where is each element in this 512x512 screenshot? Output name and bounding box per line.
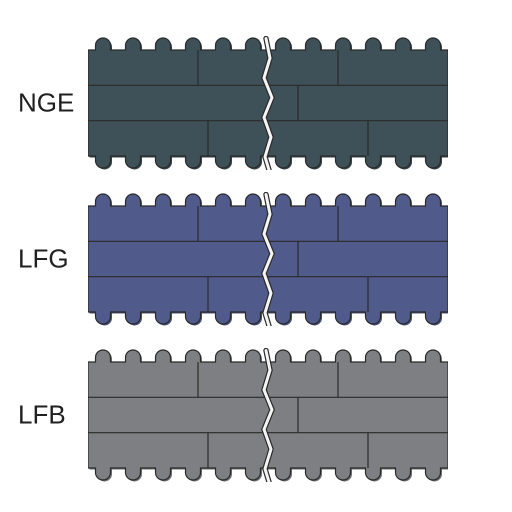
belt-graphic [88,348,448,482]
belt-row-lfb: LFB [0,348,512,482]
belt-label: NGE [18,88,74,119]
belt-graphic [88,192,448,326]
belt-row-lfg: LFG [0,192,512,326]
belt-label: LFB [18,400,66,431]
belt-graphic [88,36,448,170]
belt-row-nge: NGE [0,36,512,170]
belt-label: LFG [18,244,69,275]
